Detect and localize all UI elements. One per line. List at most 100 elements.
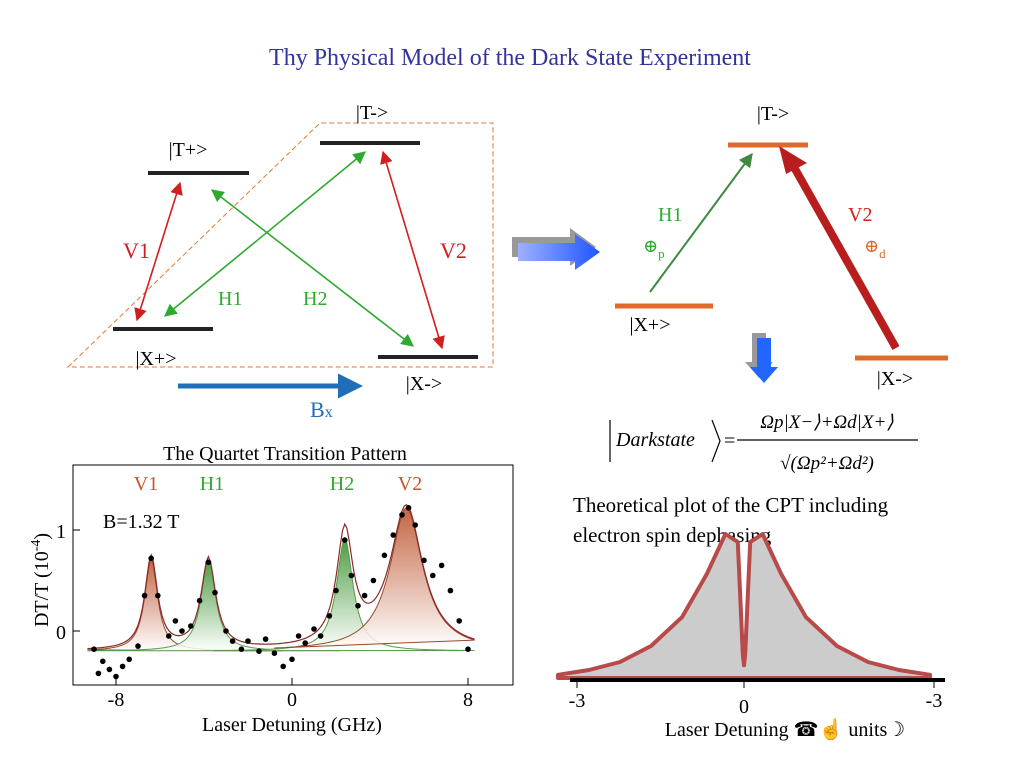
data-point bbox=[155, 592, 161, 599]
ket-right-angle bbox=[711, 419, 721, 463]
data-point bbox=[311, 626, 317, 632]
formula-numerator: Ωp|X−⟩+Ωd|X+⟩ bbox=[760, 412, 894, 433]
data-point bbox=[135, 643, 141, 649]
cpt-area bbox=[556, 532, 932, 680]
label-h1: H1 bbox=[218, 288, 242, 310]
label-x-minus: |X-> bbox=[406, 373, 442, 395]
ylabel-close: ) bbox=[31, 533, 53, 540]
data-point bbox=[245, 638, 251, 644]
label-h2: H2 bbox=[303, 288, 327, 310]
data-point bbox=[333, 587, 339, 594]
label-t-minus: |T-> bbox=[356, 102, 388, 124]
xtick-label-0: 0 bbox=[287, 689, 297, 711]
phase-d: ⊕d bbox=[864, 236, 886, 261]
data-point bbox=[119, 663, 126, 670]
label-x-plus: |X+> bbox=[135, 348, 176, 370]
cpt-xlabel: Laser Detuning ☎☝ units☽ bbox=[665, 717, 906, 741]
darkstate-formula: Darkstate = Ωp|X−⟩+Ωd|X+⟩ √(Ωp²+Ωd²) bbox=[609, 412, 918, 474]
reduce-arrow-down bbox=[745, 333, 778, 383]
r-label-v2: V2 bbox=[848, 204, 872, 226]
r-label-x-plus: |X+> bbox=[629, 314, 670, 336]
ylabel-exponent: -4 bbox=[29, 540, 44, 552]
peak-label-v2: V2 bbox=[398, 473, 422, 495]
data-point bbox=[295, 633, 302, 639]
cpt-xtick-label-right: -3 bbox=[926, 690, 943, 712]
peak-fit-v2 bbox=[274, 507, 475, 649]
phase-p-symbol: ⊕ bbox=[643, 236, 658, 256]
data-point bbox=[100, 658, 106, 665]
quartet-plot-frame bbox=[72, 464, 514, 686]
data-point bbox=[381, 552, 388, 559]
ytick-label-1: 1 bbox=[56, 521, 66, 543]
right-lambda-diagram: |T-> |X+> |X-> H1 V2 ⊕p ⊕d bbox=[615, 103, 948, 390]
data-point bbox=[148, 555, 154, 562]
data-point bbox=[456, 618, 463, 624]
bx-symbol: B bbox=[310, 397, 325, 422]
phase-p-subscript: p bbox=[658, 246, 665, 261]
data-point bbox=[95, 670, 102, 677]
data-point bbox=[141, 592, 148, 599]
phase-d-subscript: d bbox=[879, 246, 886, 261]
field-label: B=1.32 T bbox=[103, 511, 179, 533]
ylabel-main: DT/T (10 bbox=[31, 551, 53, 627]
r-label-x-minus: |X-> bbox=[877, 368, 913, 390]
data-point bbox=[91, 646, 97, 652]
data-point bbox=[302, 640, 309, 646]
data-point bbox=[465, 646, 471, 652]
data-point bbox=[412, 522, 419, 528]
left-level-diagram: |T+> |T-> |X+> |X-> V1 V2 H1 H2 Bx bbox=[66, 102, 494, 422]
data-point bbox=[126, 656, 132, 663]
cpt-caption-line1: Theoretical plot of the CPT including bbox=[573, 493, 889, 517]
peak-label-h1: H1 bbox=[200, 473, 224, 495]
peak-fit-v1 bbox=[87, 556, 284, 652]
ytick-label-0: 0 bbox=[56, 622, 66, 644]
quartet-points bbox=[91, 505, 471, 680]
data-point bbox=[447, 587, 454, 594]
data-point bbox=[106, 666, 113, 673]
data-point bbox=[342, 537, 348, 543]
quartet-plot: The Quartet Transition Pattern V1 H1 H2 … bbox=[29, 443, 514, 736]
data-point bbox=[390, 532, 397, 538]
formula-denominator: √(Ωp²+Ωd²) bbox=[780, 453, 874, 474]
v2-arrow bbox=[380, 150, 445, 350]
data-point bbox=[370, 577, 377, 584]
data-point bbox=[212, 589, 218, 596]
cpt-xtick-label-center: 0 bbox=[739, 696, 749, 718]
cpt-xtick-label-left: -3 bbox=[569, 690, 586, 712]
data-point bbox=[361, 592, 368, 599]
label-t-plus: |T+> bbox=[169, 139, 208, 161]
xtick-label-8: 8 bbox=[463, 689, 473, 711]
reduce-arrow-right bbox=[512, 228, 600, 270]
r-h1-arrow bbox=[649, 152, 753, 293]
phase-p: ⊕p bbox=[643, 236, 665, 261]
label-bx: Bx bbox=[310, 397, 333, 422]
h2-arrow bbox=[210, 189, 415, 347]
data-point bbox=[289, 656, 295, 663]
formula-equals: = bbox=[724, 430, 735, 452]
data-point bbox=[223, 628, 229, 634]
data-point bbox=[188, 623, 194, 629]
peak-fit-h1 bbox=[87, 558, 341, 652]
data-point bbox=[430, 572, 436, 579]
quartet-ylabel: DT/T (10-4) bbox=[29, 533, 53, 627]
slide-title: Thy Physical Model of the Dark State Exp… bbox=[269, 45, 751, 71]
peak-label-v1: V1 bbox=[134, 473, 158, 495]
data-point bbox=[172, 618, 179, 624]
quartet-xlabel: Laser Detuning (GHz) bbox=[202, 714, 382, 736]
data-point bbox=[421, 557, 427, 564]
data-point bbox=[113, 673, 119, 680]
r-v2-arrow bbox=[786, 158, 900, 350]
data-point bbox=[280, 663, 287, 670]
data-point bbox=[355, 603, 361, 609]
cpt-plot: Theoretical plot of the CPT including el… bbox=[556, 493, 945, 741]
phase-d-symbol: ⊕ bbox=[864, 236, 879, 256]
cpt-caption-line2: electron spin dephasing bbox=[573, 523, 772, 547]
data-point bbox=[256, 648, 262, 654]
data-point bbox=[326, 613, 333, 619]
label-v2: V2 bbox=[440, 238, 467, 263]
data-point bbox=[271, 650, 278, 656]
r-label-h1: H1 bbox=[658, 204, 682, 226]
r-v2-arrowhead bbox=[779, 146, 807, 174]
bx-subscript: x bbox=[325, 404, 333, 421]
